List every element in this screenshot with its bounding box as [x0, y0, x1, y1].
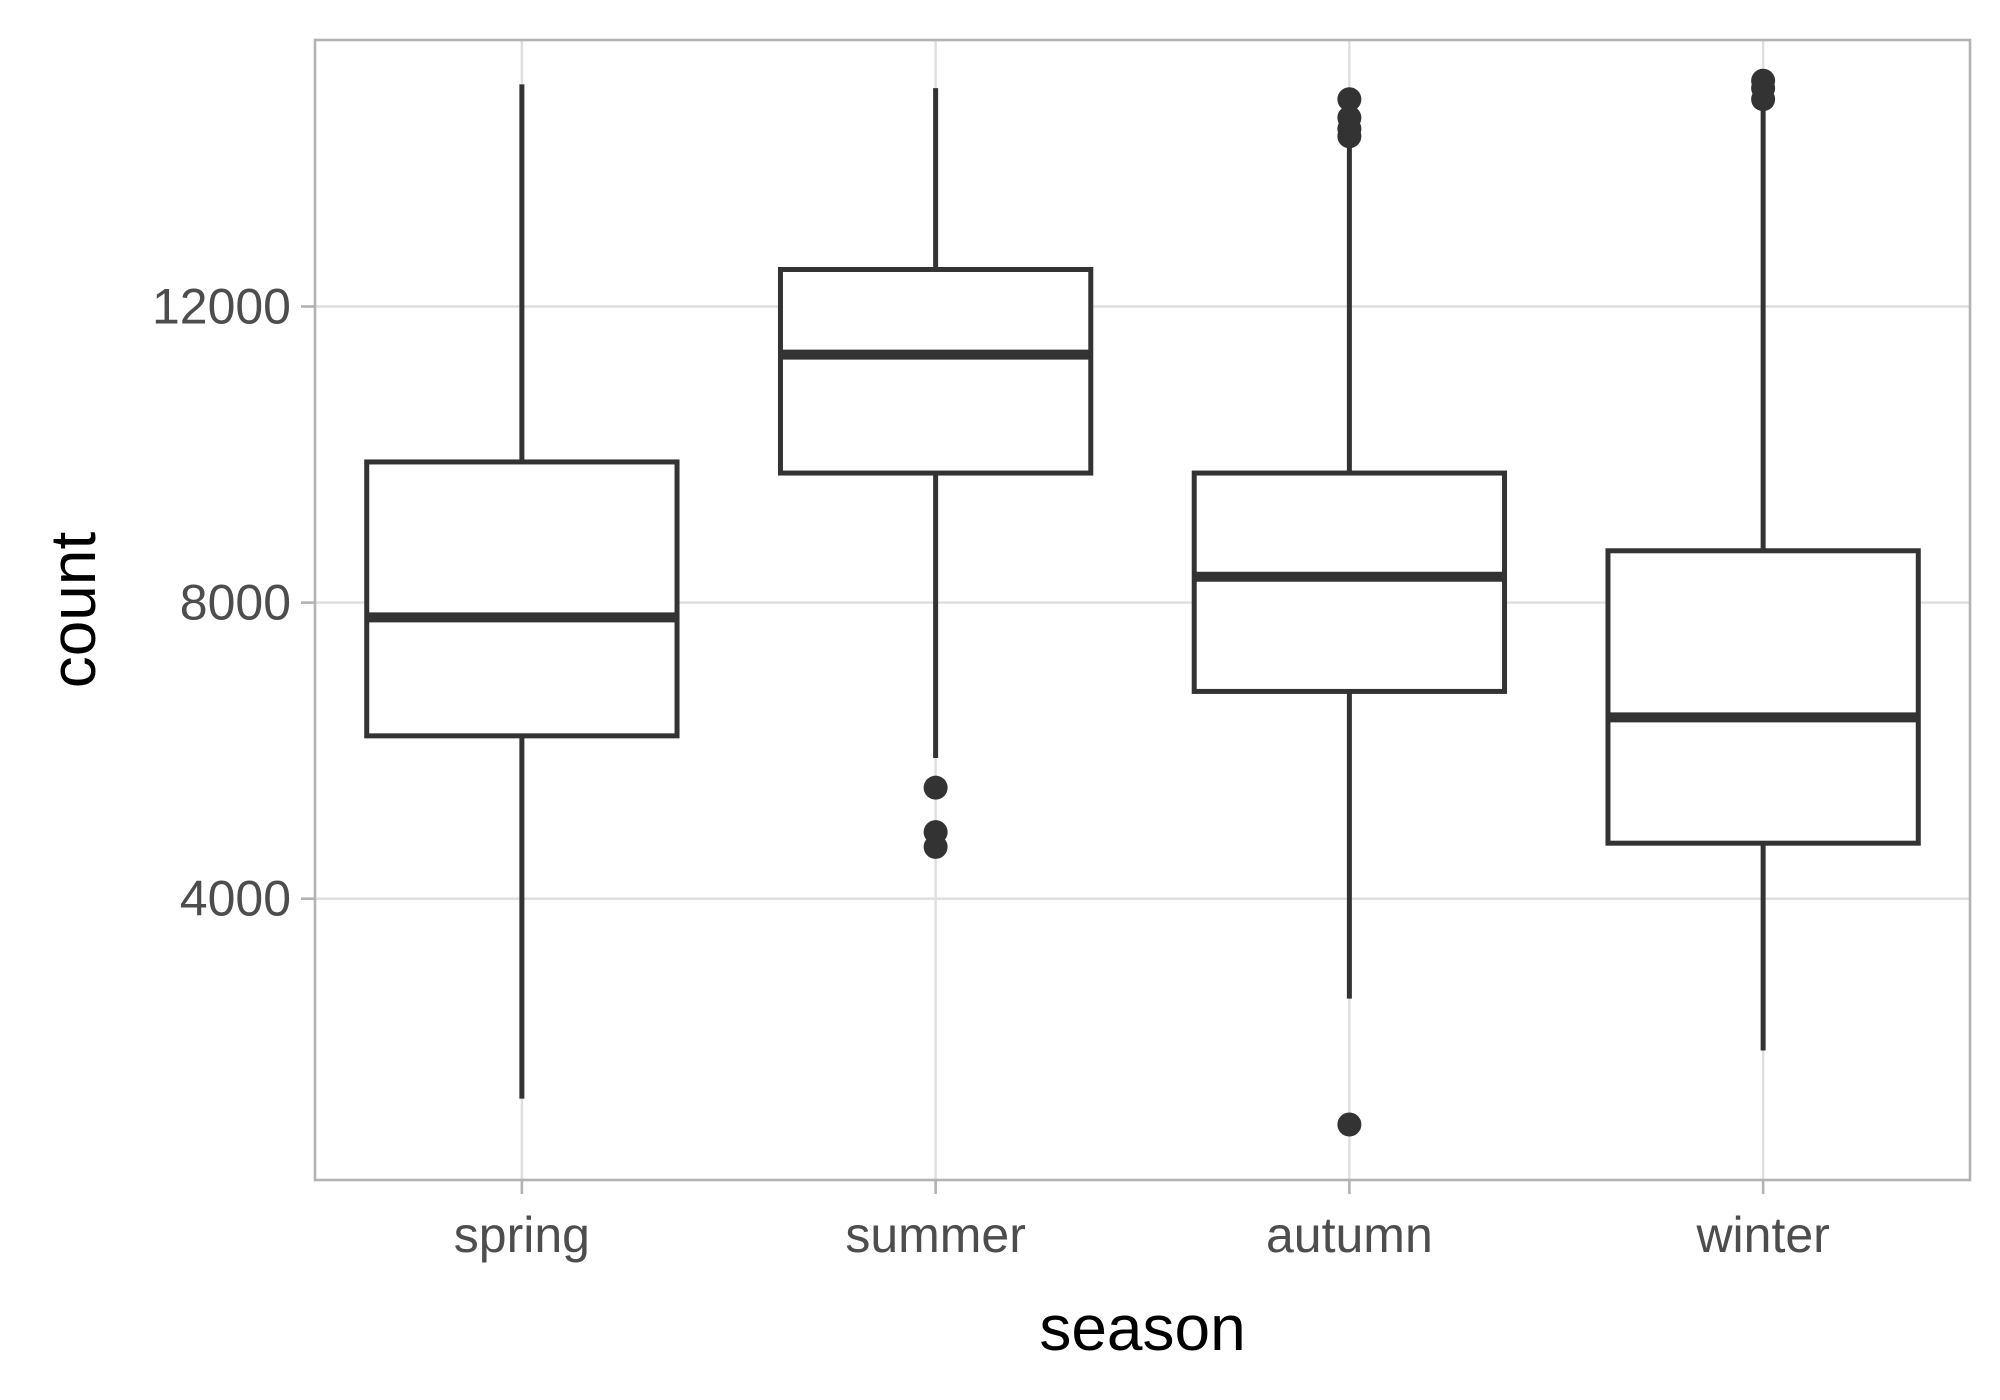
- y-tick-label-8000: 8000: [180, 575, 291, 631]
- x-tick-label-spring: spring: [454, 1207, 590, 1263]
- box-summer: [777, 266, 1094, 476]
- outlier-point-autumn-5: [1337, 1112, 1362, 1137]
- box-layer: [364, 68, 1921, 1137]
- outlier-point-summer-3: [923, 834, 948, 859]
- x-tick-label-winter: winter: [1695, 1207, 1829, 1263]
- box-spring: [364, 459, 680, 739]
- outlier-point-autumn-4: [1337, 124, 1362, 149]
- x-tick-label-summer: summer: [845, 1207, 1026, 1263]
- y-tick-label-4000: 4000: [180, 871, 291, 927]
- outlier-point-winter-3: [1751, 87, 1776, 112]
- outlier-point-autumn-1: [1337, 87, 1362, 112]
- y-tick-label-12000: 12000: [152, 278, 291, 334]
- plot-panel-border: [313, 38, 1972, 1182]
- y-axis-title: count: [37, 532, 109, 689]
- box-winter: [1605, 548, 1921, 846]
- x-tick-label-autumn: autumn: [1266, 1207, 1433, 1263]
- axis-layer: 4000 8000 12000 spring summer autumn winter: [152, 38, 1972, 1263]
- outlier-point-summer-1: [923, 775, 948, 800]
- x-axis-title: season: [1039, 1292, 1245, 1364]
- box-autumn: [1191, 470, 1508, 694]
